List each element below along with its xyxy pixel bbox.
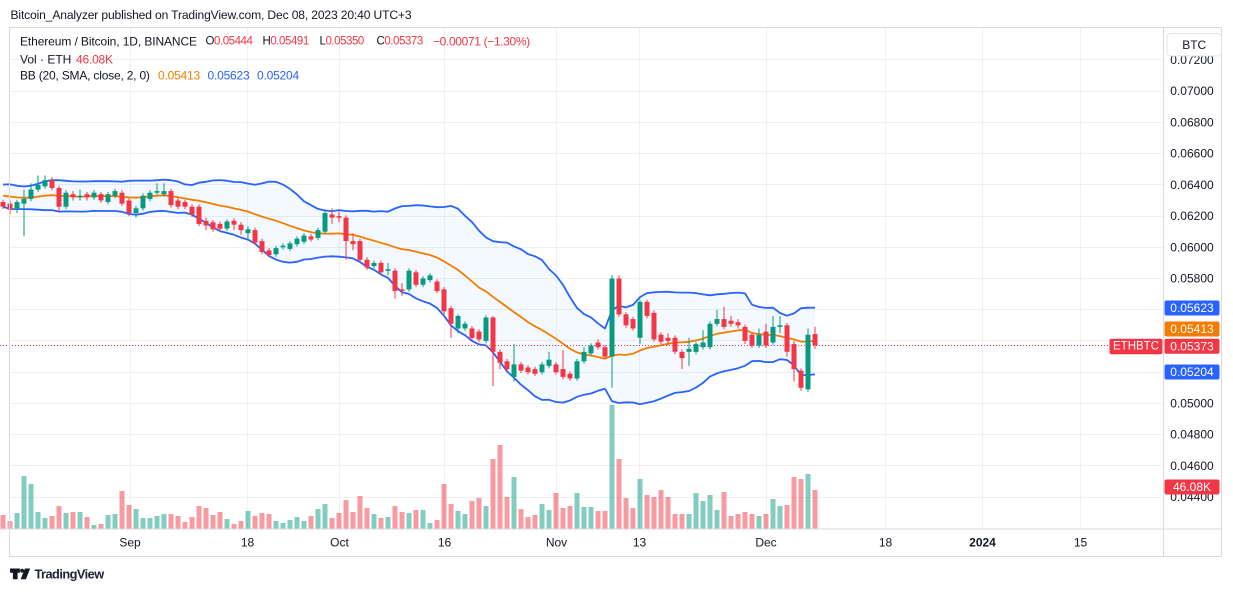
svg-text:0.06800: 0.06800 — [1170, 115, 1214, 129]
svg-text:2024: 2024 — [969, 536, 996, 550]
svg-text:0.05623: 0.05623 — [1170, 301, 1214, 315]
svg-text:15: 15 — [1074, 536, 1088, 550]
svg-text:0.04800: 0.04800 — [1170, 428, 1214, 442]
svg-text:ETHBTC: ETHBTC — [1113, 341, 1159, 353]
svg-text:Oct: Oct — [330, 536, 349, 550]
svg-text:0.07000: 0.07000 — [1170, 84, 1214, 98]
svg-text:0.05623: 0.05623 — [208, 68, 251, 82]
svg-text:0.06000: 0.06000 — [1170, 240, 1214, 254]
svg-text:0.05413: 0.05413 — [1170, 322, 1214, 336]
svg-text:16: 16 — [438, 536, 452, 550]
svg-text:0.05800: 0.05800 — [1170, 272, 1214, 286]
svg-text:Nov: Nov — [546, 536, 567, 550]
svg-text:BTC: BTC — [1182, 38, 1206, 52]
svg-text:0.04600: 0.04600 — [1170, 459, 1214, 473]
svg-text:Bitcoin_Analyzer published on: Bitcoin_Analyzer published on TradingVie… — [11, 8, 412, 22]
svg-text:18: 18 — [879, 536, 893, 550]
svg-text:0.05204: 0.05204 — [1170, 365, 1214, 379]
svg-text:Vol · ETH: Vol · ETH — [20, 53, 71, 67]
svg-text:0.05413: 0.05413 — [158, 68, 201, 82]
svg-text:0.05000: 0.05000 — [1170, 396, 1214, 410]
svg-text:Ethereum / Bitcoin, 1D, BINANC: Ethereum / Bitcoin, 1D, BINANCE — [20, 35, 197, 49]
svg-text:Sep: Sep — [119, 536, 141, 550]
svg-text:H0.05491: H0.05491 — [263, 36, 309, 48]
svg-text:L0.05350: L0.05350 — [320, 36, 364, 48]
svg-text:46.08K: 46.08K — [1173, 480, 1211, 494]
svg-text:13: 13 — [633, 536, 647, 550]
svg-text:0.05204: 0.05204 — [257, 68, 300, 82]
svg-text:C0.05373: C0.05373 — [377, 36, 423, 48]
svg-text:18: 18 — [241, 536, 255, 550]
svg-text:46.08K: 46.08K — [76, 53, 113, 67]
svg-text:0.05373: 0.05373 — [1170, 339, 1214, 353]
svg-text:−0.00071 (−1.30%): −0.00071 (−1.30%) — [433, 35, 530, 49]
svg-text:Dec: Dec — [755, 536, 776, 550]
svg-text:O0.05444: O0.05444 — [206, 36, 254, 48]
svg-text:0.06600: 0.06600 — [1170, 147, 1214, 161]
svg-text:0.06400: 0.06400 — [1170, 178, 1214, 192]
svg-text:BB (20, SMA, close, 2, 0): BB (20, SMA, close, 2, 0) — [20, 68, 150, 82]
svg-text:TradingView: TradingView — [35, 567, 105, 582]
svg-text:0.06200: 0.06200 — [1170, 209, 1214, 223]
